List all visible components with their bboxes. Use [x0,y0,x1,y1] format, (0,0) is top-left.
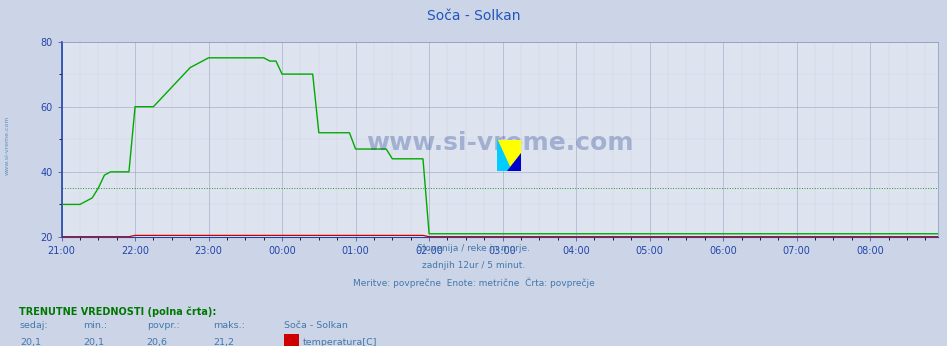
Text: povpr.:: povpr.: [147,321,180,330]
Text: min.:: min.: [83,321,107,330]
Text: 21,2: 21,2 [213,338,234,346]
Polygon shape [507,153,521,171]
Text: temperatura[C]: temperatura[C] [303,338,378,346]
Text: 20,1: 20,1 [83,338,104,346]
Text: 20,1: 20,1 [20,338,41,346]
Text: Soča - Solkan: Soča - Solkan [427,9,520,22]
Text: Meritve: povprečne  Enote: metrične  Črta: povprečje: Meritve: povprečne Enote: metrične Črta:… [352,277,595,288]
Text: sedaj:: sedaj: [20,321,48,330]
Text: TRENUTNE VREDNOSTI (polna črta):: TRENUTNE VREDNOSTI (polna črta): [19,306,216,317]
Text: maks.:: maks.: [213,321,245,330]
Text: Soča - Solkan: Soča - Solkan [284,321,348,330]
Text: www.si-vreme.com: www.si-vreme.com [366,131,634,155]
Text: Slovenija / reke in morje.: Slovenija / reke in morje. [417,244,530,253]
Polygon shape [497,140,511,171]
Text: zadnjih 12ur / 5 minut.: zadnjih 12ur / 5 minut. [421,261,526,270]
Text: www.si-vreme.com: www.si-vreme.com [5,116,10,175]
Text: 20,6: 20,6 [147,338,168,346]
